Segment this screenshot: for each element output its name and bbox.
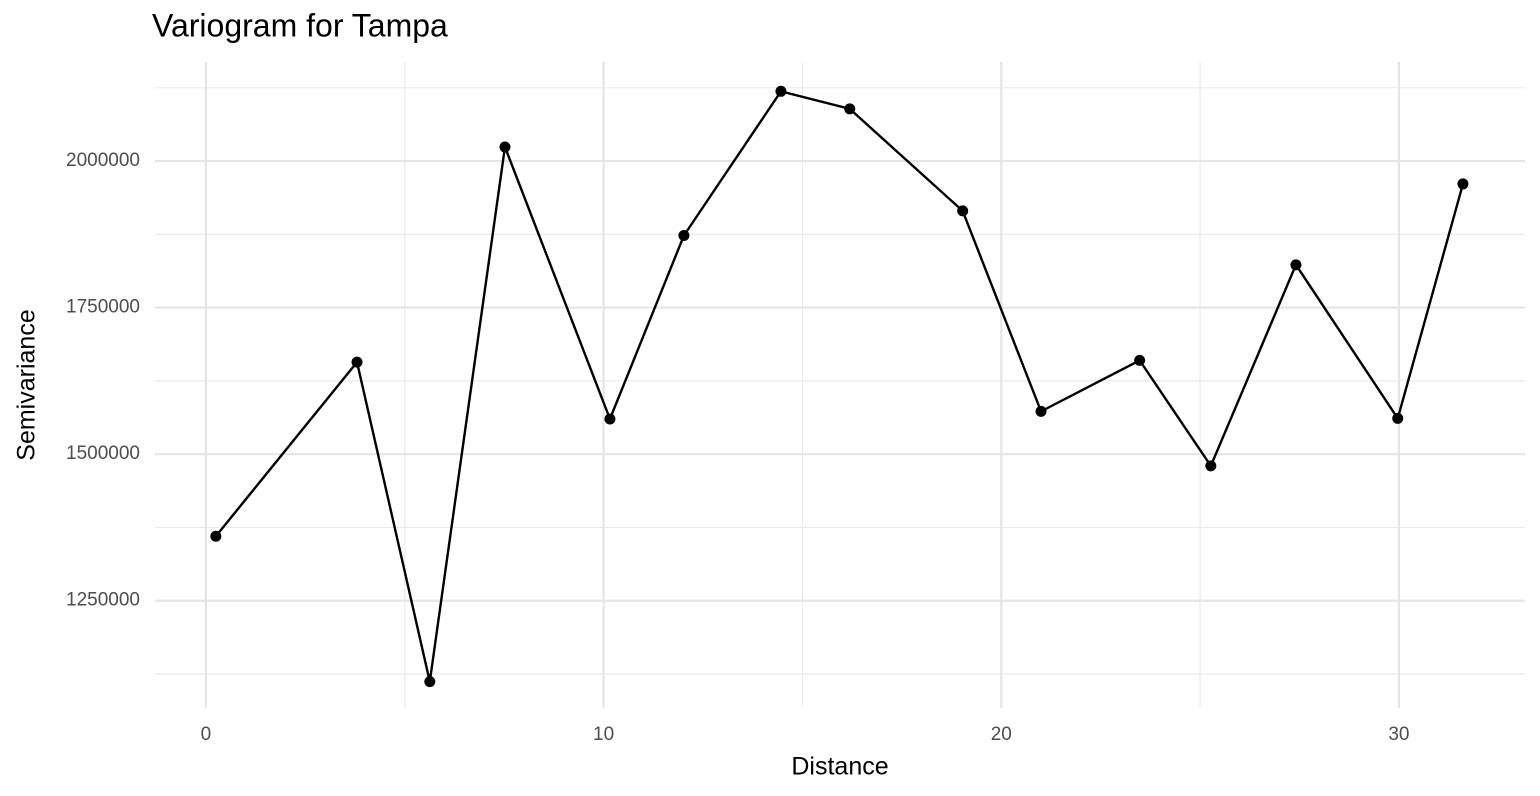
point	[210, 530, 222, 542]
x-tick-label: 20	[991, 724, 1012, 745]
x-tick-label: 10	[593, 724, 614, 745]
point	[499, 141, 511, 153]
point	[957, 205, 969, 217]
point	[844, 103, 856, 115]
point	[1457, 178, 1469, 190]
x-tick-label: 30	[1388, 724, 1409, 745]
point	[775, 85, 787, 97]
chart-title: Variogram for Tampa	[152, 7, 448, 43]
point	[1290, 259, 1302, 271]
x-axis-label: Distance	[791, 753, 888, 781]
y-tick-label: 1250000	[66, 590, 140, 611]
line	[214, 89, 1465, 682]
y-tick-label: 1750000	[66, 297, 140, 318]
point	[351, 356, 363, 368]
point	[1035, 405, 1047, 417]
y-tick-label: 1500000	[66, 443, 140, 464]
point	[1134, 354, 1146, 366]
point	[678, 230, 690, 242]
point	[424, 676, 436, 688]
point	[1205, 460, 1217, 472]
y-tick-label: 2000000	[66, 150, 140, 171]
point	[1392, 412, 1404, 424]
y-axis-label: Semivariance	[13, 309, 41, 460]
point	[604, 413, 616, 425]
x-tick-label: 0	[201, 724, 212, 745]
